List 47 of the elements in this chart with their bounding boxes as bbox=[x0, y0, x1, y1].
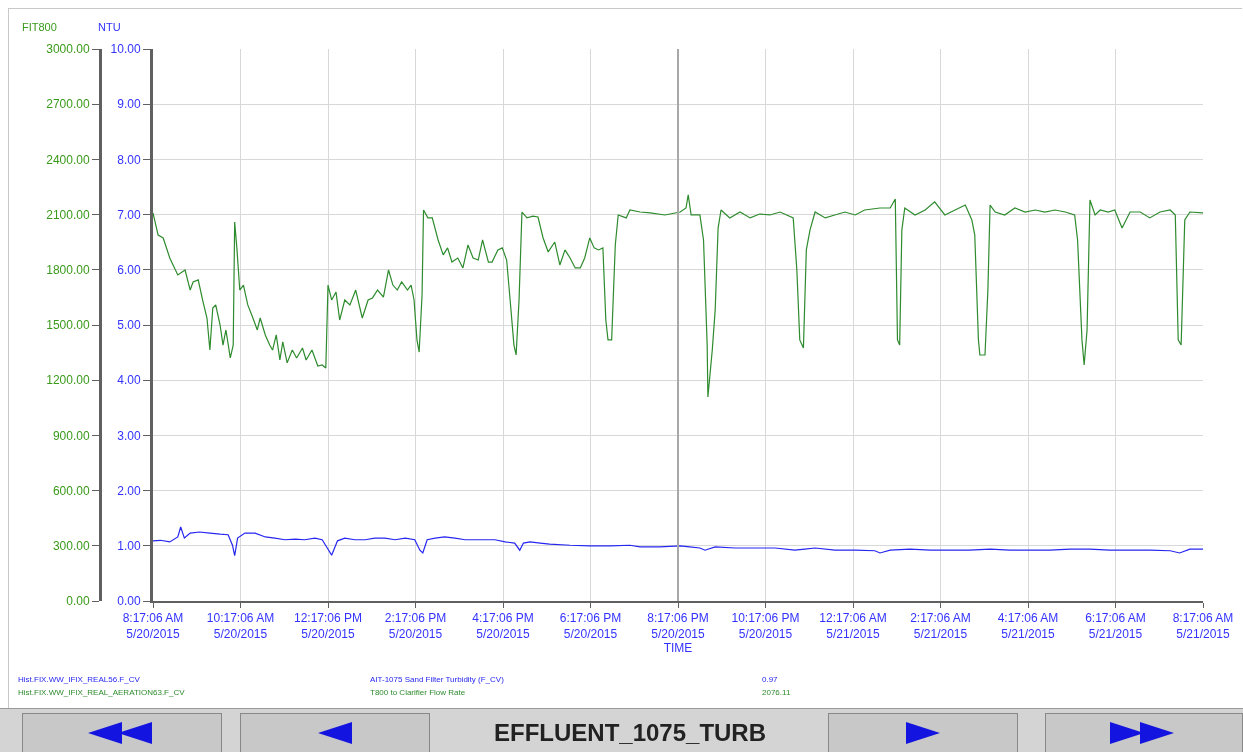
x-tick-label: 10:17:06 AM 5/20/2015 bbox=[206, 611, 275, 641]
x-tick-label: 2:17:06 AM 5/21/2015 bbox=[910, 611, 971, 641]
y-tick-label: 300.00 bbox=[52, 539, 90, 553]
y-tick-label: 2100.00 bbox=[46, 207, 90, 222]
line-series bbox=[153, 194, 1203, 398]
y2-axis-title: NTU bbox=[98, 21, 121, 33]
y2-tick-label: 8.00 bbox=[117, 152, 141, 167]
y-tick-label: 2400.00 bbox=[46, 152, 90, 167]
y2-tick-label: 0.00 bbox=[117, 594, 141, 609]
text: Hist.FIX.WW_IFIX_REAL56.F_CV bbox=[18, 675, 140, 684]
y-tick-label: 900.00 bbox=[52, 428, 90, 443]
x-tick-label: 6:17:06 PM 5/20/2015 bbox=[559, 611, 622, 641]
y-tick-label: 600.00 bbox=[52, 483, 90, 498]
text: 0.97 bbox=[762, 675, 778, 684]
x-tick-label: 10:17:06 PM 5/20/2015 bbox=[731, 611, 800, 641]
x-tick-label: 6:17:06 AM 5/21/2015 bbox=[1085, 611, 1146, 641]
y2-tick-label: 6.00 bbox=[117, 263, 141, 277]
x-axis-title: TIME bbox=[663, 641, 693, 655]
text: T800 to Clarifier Flow Rate bbox=[370, 688, 466, 697]
x-tick-label: 2:17:06 PM 5/20/2015 bbox=[384, 611, 447, 641]
x-tick-label: 12:17:06 PM 5/20/2015 bbox=[293, 611, 363, 641]
y-axis-title: FIT800 bbox=[22, 21, 57, 33]
text: EFFLUENT_1075_TURB bbox=[492, 718, 768, 748]
y2-tick-label: 4.00 bbox=[117, 373, 141, 388]
text: 2076.11 bbox=[762, 688, 791, 697]
x-tick-label: 8:17:06 PM 5/20/2015 bbox=[647, 611, 709, 641]
y-tick-label: 1800.00 bbox=[46, 263, 90, 277]
x-tick-label: 12:17:06 AM 5/21/2015 bbox=[819, 611, 887, 641]
text: AIT-1075 Sand Filter Turbidity (F_CV) bbox=[370, 675, 504, 684]
y2-tick-label: 5.00 bbox=[117, 318, 141, 333]
text: Hist.FIX.WW_IFIX_REAL_AERATION63.F_CV bbox=[18, 688, 185, 697]
y2-tick-label: 2.00 bbox=[117, 483, 141, 498]
y2-tick-label: 3.00 bbox=[117, 428, 141, 443]
x-tick-label: 4:17:06 AM 5/21/2015 bbox=[997, 611, 1059, 641]
x-tick-label: 8:17:06 AM 5/21/2015 bbox=[1172, 611, 1234, 641]
y-tick-label: 1500.00 bbox=[46, 318, 90, 333]
y-tick-label: 3000.00 bbox=[46, 42, 90, 57]
y2-tick-label: 7.00 bbox=[117, 207, 141, 222]
y-tick-label: 2700.00 bbox=[46, 97, 90, 112]
x-tick-label: 8:17:06 AM 5/20/2015 bbox=[122, 611, 184, 641]
line-series bbox=[153, 526, 1203, 557]
y2-tick-label: 1.00 bbox=[117, 539, 141, 553]
y-tick-label: 0.00 bbox=[66, 594, 90, 609]
y2-tick-label: 9.00 bbox=[117, 97, 141, 112]
y2-tick-label: 10.00 bbox=[110, 42, 141, 57]
y-tick-label: 1200.00 bbox=[46, 373, 90, 388]
x-tick-label: 4:17:06 PM 5/20/2015 bbox=[472, 611, 534, 641]
